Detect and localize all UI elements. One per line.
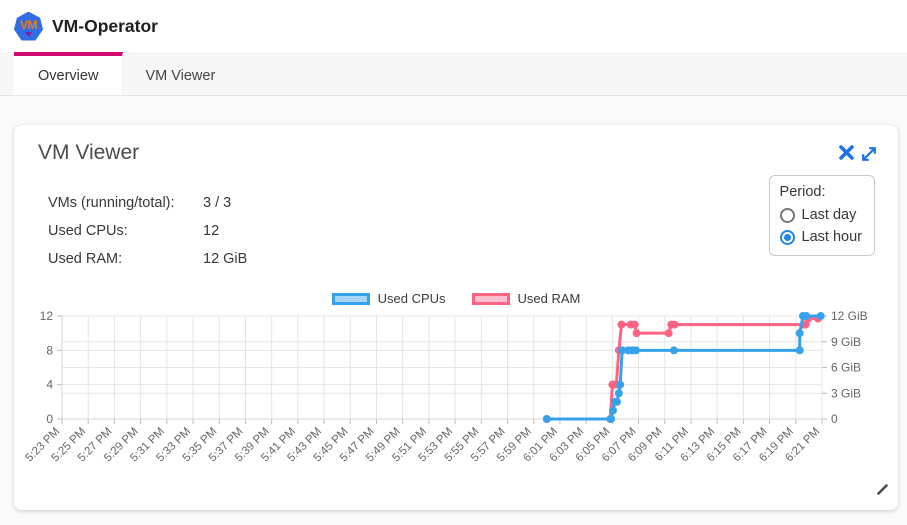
radio-last-day[interactable]: Last day: [779, 207, 862, 223]
close-icon[interactable]: [839, 145, 854, 165]
stat-value-ram: 12 GiB: [203, 251, 248, 267]
svg-text:0: 0: [46, 412, 53, 426]
stat-label-ram: Used RAM:: [48, 251, 123, 267]
resize-handle-icon[interactable]: [875, 482, 890, 502]
svg-text:0: 0: [831, 412, 838, 426]
logo-vm-text: VM: [20, 17, 38, 32]
card-title: VM Viewer: [38, 141, 140, 164]
svg-text:12 GiB: 12 GiB: [831, 309, 868, 323]
legend-item-0[interactable]: Used CPUs: [331, 291, 446, 306]
radio-last-hour-control[interactable]: [779, 229, 795, 245]
stat-row-cpus: Used CPUs: 12: [48, 217, 247, 245]
tab-vm-viewer[interactable]: VM Viewer: [123, 52, 237, 95]
vm-viewer-card: VM Viewer VMs (running/total): 3 / 3 Use…: [14, 125, 898, 510]
tab-overview-label: Overview: [38, 67, 99, 84]
usage-line-chart: 5:23 PM5:25 PM5:27 PM5:29 PM5:31 PM5:33 …: [23, 309, 868, 464]
legend-label: Used RAM: [517, 291, 581, 306]
radio-last-day-label: Last day: [801, 207, 857, 223]
svg-text:12: 12: [40, 309, 54, 323]
svg-text:4: 4: [46, 378, 53, 392]
radio-last-hour[interactable]: Last hour: [779, 229, 862, 245]
tab-overview[interactable]: Overview: [14, 52, 124, 95]
svg-text:8: 8: [46, 343, 53, 357]
stat-row-vms: VMs (running/total): 3 / 3: [48, 189, 247, 217]
chart-legend: Used CPUs Used RAM: [14, 291, 898, 306]
legend-label: Used CPUs: [377, 291, 446, 306]
period-label: Period:: [779, 184, 826, 200]
tab-vm-viewer-label: VM Viewer: [145, 67, 216, 84]
app-title: VM-Operator: [52, 15, 158, 36]
stat-value-cpus: 12: [203, 223, 220, 239]
period-selector: Period: Last day Last hour: [768, 175, 875, 256]
stat-label-cpus: Used CPUs:: [48, 223, 128, 239]
radio-last-hour-label: Last hour: [801, 229, 862, 245]
stat-row-ram: Used RAM: 12 GiB: [48, 245, 247, 273]
radio-last-day-control[interactable]: [779, 207, 795, 223]
tab-bar: Overview VM Viewer: [0, 52, 907, 96]
legend-swatch-icon: [331, 292, 370, 305]
legend-item-1[interactable]: Used RAM: [471, 291, 581, 306]
vm-stats: VMs (running/total): 3 / 3 Used CPUs: 12…: [48, 189, 247, 273]
app-header: VM VM-Operator: [0, 0, 907, 52]
svg-text:6 GiB: 6 GiB: [831, 361, 861, 375]
stat-value-vms: 3 / 3: [203, 195, 232, 211]
logo-caret-shape: [24, 31, 33, 37]
stat-label-vms: VMs (running/total):: [48, 195, 175, 211]
svg-text:3 GiB: 3 GiB: [831, 386, 861, 400]
svg-text:9 GiB: 9 GiB: [831, 335, 861, 349]
expand-icon[interactable]: [860, 145, 878, 168]
legend-swatch-icon: [471, 292, 510, 305]
app-logo-icon: VM: [14, 11, 43, 41]
